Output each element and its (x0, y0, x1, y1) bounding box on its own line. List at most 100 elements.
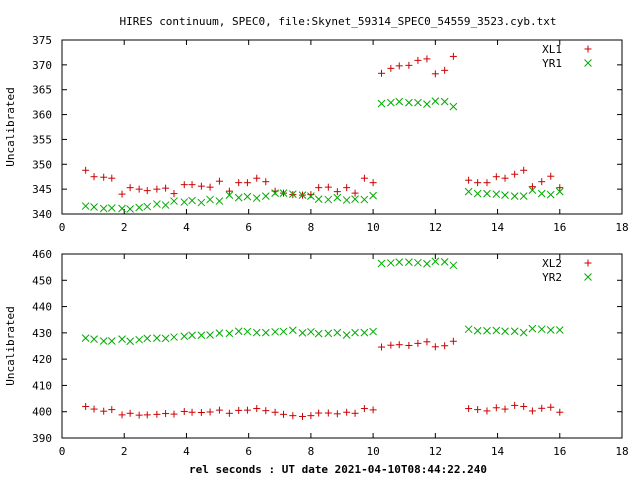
data-point (271, 327, 279, 336)
data-point (107, 204, 116, 212)
data-point (234, 193, 243, 202)
data-point (143, 411, 151, 419)
data-point (464, 325, 473, 334)
data-point (215, 177, 223, 185)
series-xl2 (82, 337, 564, 420)
data-point (333, 328, 342, 337)
series-xl1 (82, 52, 564, 199)
data-point (253, 174, 261, 182)
data-point (386, 98, 395, 107)
data-point (82, 166, 90, 174)
data-point (252, 328, 261, 337)
data-point (143, 202, 152, 211)
data-point (405, 61, 413, 69)
data-point (431, 257, 440, 266)
data-point (243, 327, 252, 336)
data-point (441, 342, 449, 350)
data-point (261, 328, 270, 337)
data-point (449, 102, 458, 111)
data-point (243, 179, 251, 187)
x-tick-label: 14 (491, 221, 505, 234)
x-tick-label: 8 (308, 221, 315, 234)
data-point (188, 331, 196, 340)
data-point (279, 327, 288, 336)
data-point (99, 204, 108, 213)
chart-title: HIRES continuum, SPEC0, file:Skynet_5931… (119, 15, 556, 28)
x-tick-label: 4 (183, 445, 190, 458)
data-point (298, 191, 307, 199)
data-point (314, 195, 323, 203)
data-point (298, 412, 306, 420)
data-points-bottom (81, 257, 564, 420)
y-tick-label: 410 (32, 379, 52, 392)
data-point (135, 411, 143, 419)
data-point (225, 409, 233, 417)
data-point (170, 197, 178, 205)
x-axis-label: rel seconds : UT date 2021-04-10T08:44:2… (189, 463, 487, 476)
data-point (528, 324, 537, 333)
data-point (288, 190, 297, 198)
data-point (395, 258, 404, 267)
data-point (360, 174, 368, 182)
data-point (360, 405, 368, 413)
data-point (351, 328, 359, 337)
data-point (153, 200, 161, 208)
data-point (395, 341, 403, 349)
data-point (197, 409, 205, 417)
data-point (90, 203, 98, 211)
data-point (324, 183, 332, 191)
data-point (90, 335, 98, 344)
data-point (333, 188, 341, 196)
data-point (215, 197, 224, 205)
data-point (279, 189, 288, 197)
data-point (161, 334, 170, 343)
x-tick-label: 6 (245, 221, 252, 234)
data-point (510, 327, 519, 336)
data-point (528, 186, 537, 194)
data-point (351, 409, 359, 417)
data-point (197, 182, 205, 190)
data-point (261, 192, 270, 200)
data-point (449, 261, 458, 270)
data-point (153, 185, 161, 193)
data-point (197, 198, 206, 207)
data-point (414, 258, 422, 267)
data-point (333, 193, 342, 202)
data-point (538, 178, 546, 186)
legend-label-yr2: YR2 (542, 271, 562, 284)
data-point (324, 195, 333, 204)
data-point (556, 408, 564, 416)
data-point (423, 100, 431, 108)
y-tick-label: 355 (32, 133, 52, 146)
data-point (546, 326, 555, 334)
data-point (342, 196, 351, 204)
data-point (206, 195, 214, 204)
legend-label-xl2: XL2 (542, 257, 562, 270)
data-point (170, 410, 178, 418)
x-tick-label: 4 (183, 221, 190, 234)
y-tick-label: 400 (32, 406, 52, 419)
data-point (81, 334, 90, 342)
data-point (206, 331, 214, 339)
legend-marker-xl2 (584, 259, 592, 267)
data-point (324, 329, 333, 338)
data-point (108, 406, 116, 414)
data-point (537, 325, 546, 334)
data-point (315, 184, 323, 192)
data-point (135, 203, 144, 212)
data-point (369, 191, 377, 200)
y-tick-label: 430 (32, 327, 52, 340)
data-point (483, 407, 491, 415)
plot-frame-top (61, 39, 623, 215)
data-point (483, 326, 491, 335)
data-point (528, 407, 536, 415)
data-point (465, 176, 473, 184)
data-point (206, 408, 214, 416)
y-tick-label: 350 (32, 158, 52, 171)
data-point (547, 172, 555, 180)
data-point (161, 201, 170, 209)
data-point (378, 69, 386, 77)
data-point (395, 62, 403, 70)
data-point (307, 327, 315, 336)
